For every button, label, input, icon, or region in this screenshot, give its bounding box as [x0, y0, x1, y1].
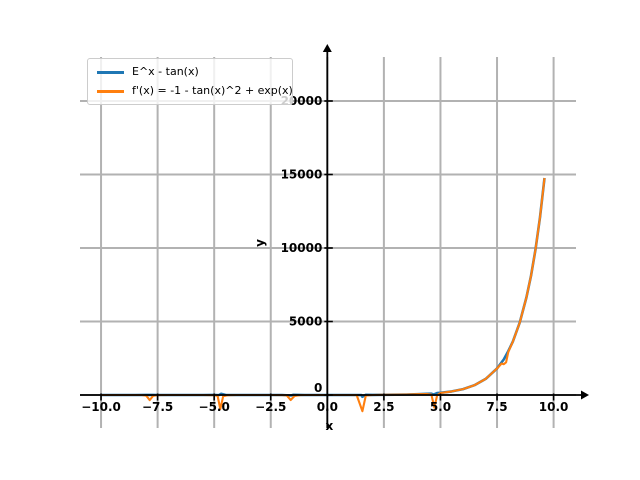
curve-derivative	[101, 177, 546, 413]
y-tick-label: 10000	[281, 241, 323, 255]
x-tick-label: −7.5	[142, 400, 173, 414]
curves-group	[101, 177, 546, 413]
x-tick-label: −10.0	[81, 400, 121, 414]
legend-line-blue-icon	[97, 70, 124, 74]
x-axis-label: x	[325, 419, 333, 433]
legend-label: f'(x) = -1 - tan(x)^2 + exp(x)	[132, 84, 293, 97]
x-tick-label: −5.0	[199, 400, 230, 414]
y-tick-label: 15000	[281, 167, 323, 181]
curve-exp-minus-tan	[101, 177, 546, 399]
x-tick-label: 2.5	[373, 400, 394, 414]
x-tick-label: 7.5	[486, 400, 507, 414]
x-axis-arrowhead-icon	[581, 390, 589, 400]
y-tick-label: 0	[314, 381, 322, 395]
y-axis-arrowhead-icon	[322, 44, 332, 52]
legend-item-derivative: f'(x) = -1 - tan(x)^2 + exp(x)	[97, 83, 293, 99]
legend-item-exp-minus-tan: E^x - tan(x)	[97, 64, 283, 80]
legend-line-orange-icon	[97, 89, 124, 93]
x-tick-label: −2.5	[255, 400, 286, 414]
legend-label: E^x - tan(x)	[132, 65, 199, 78]
x-tick-label: 5.0	[430, 400, 451, 414]
y-axis-label: y	[253, 239, 267, 247]
legend: E^x - tan(x) f'(x) = -1 - tan(x)^2 + exp…	[87, 58, 293, 105]
y-tick-label: 5000	[289, 314, 322, 328]
x-tick-label: 10.0	[539, 400, 569, 414]
